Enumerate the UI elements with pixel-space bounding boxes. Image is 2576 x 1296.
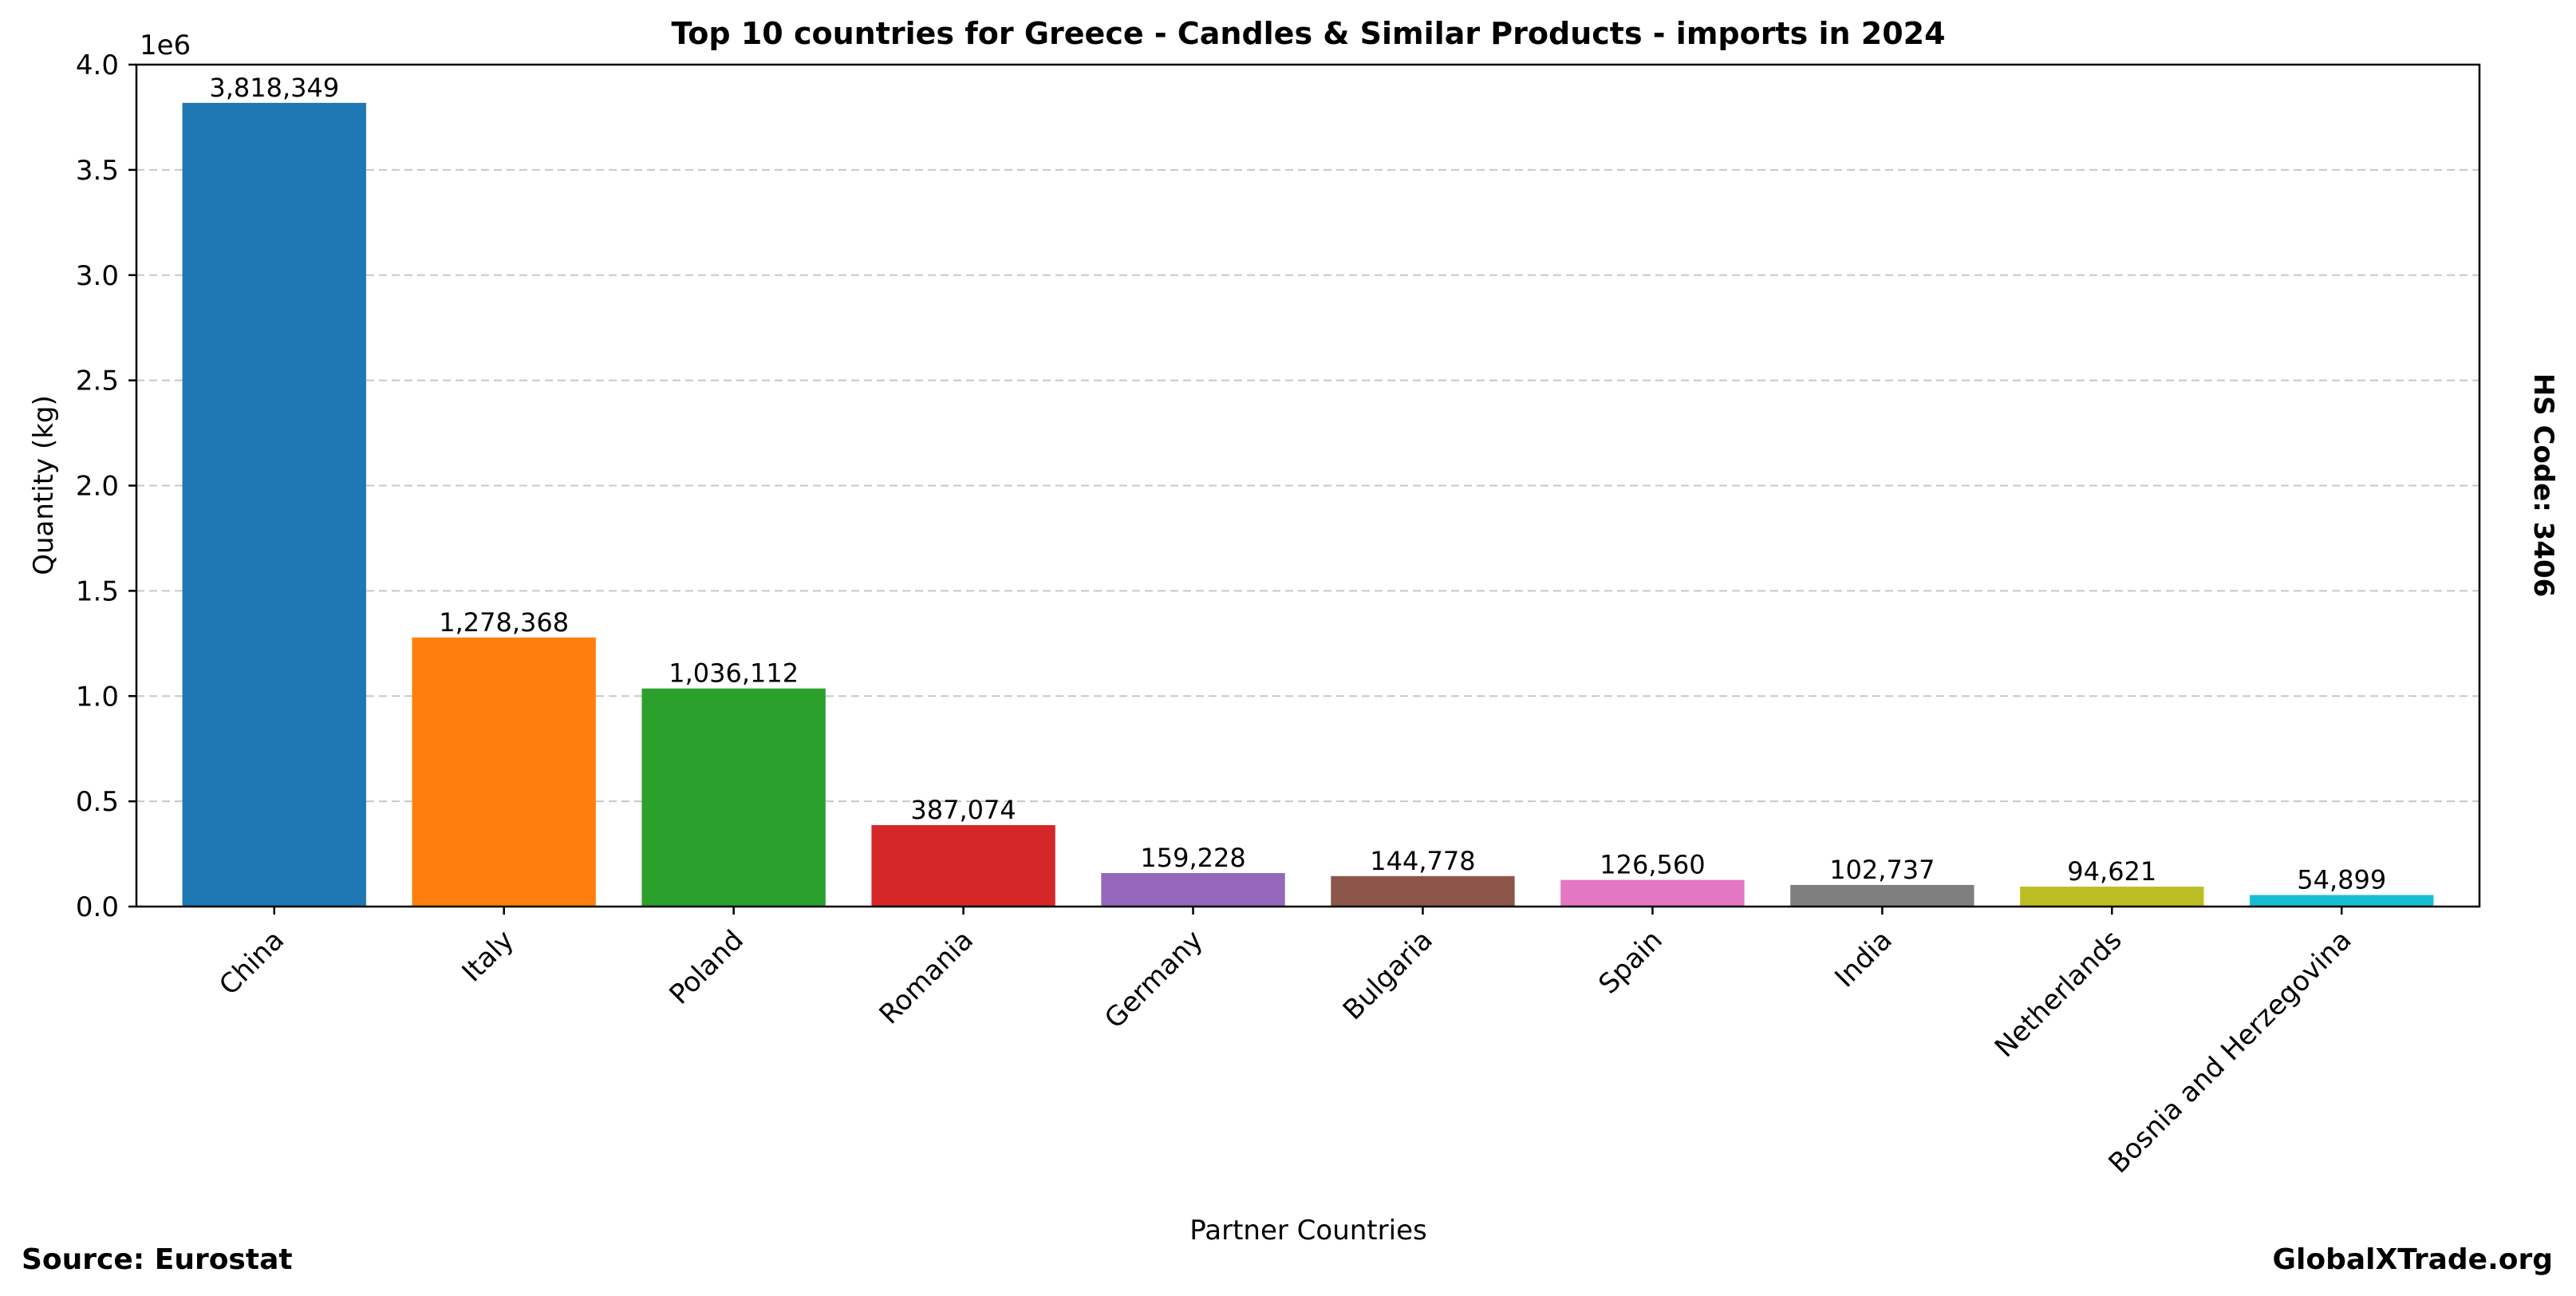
bar-value-label: 1,278,368 bbox=[439, 607, 569, 638]
y-tick-label: 1.0 bbox=[76, 681, 119, 713]
x-axis-label: Partner Countries bbox=[1189, 1215, 1426, 1247]
y-tick-label: 1.5 bbox=[76, 575, 119, 607]
bar-germany bbox=[1101, 873, 1285, 907]
bar-netherlands bbox=[2020, 887, 2204, 907]
bars bbox=[182, 102, 2434, 907]
source-annotation: Source: Eurostat bbox=[22, 1243, 293, 1276]
bar-value-label: 94,621 bbox=[2067, 856, 2156, 887]
y-tick-label: 3.5 bbox=[76, 155, 119, 187]
bar-value-label: 126,560 bbox=[1600, 850, 1705, 880]
bar-value-label: 144,778 bbox=[1370, 846, 1475, 876]
bar-value-label: 159,228 bbox=[1140, 843, 1245, 873]
bar-india bbox=[1790, 884, 1974, 907]
bar-value-label: 387,074 bbox=[910, 795, 1016, 825]
y-axis-ticks: 0.0 0.5 1.0 1.5 2.0 2.5 3.0 3.5 4.0 bbox=[76, 49, 136, 923]
y-axis-multiplier: 1e6 bbox=[140, 30, 191, 61]
bar-bosnia-and-herzegovina bbox=[2250, 895, 2434, 907]
bar-value-label: 54,899 bbox=[2297, 865, 2386, 895]
hs-code-annotation: HS Code: 3406 bbox=[2527, 373, 2559, 598]
y-axis-label: Quantity (kg) bbox=[28, 395, 60, 575]
chart-title: Top 10 countries for Greece - Candles & … bbox=[671, 16, 1945, 51]
y-tick-label: 0.0 bbox=[76, 891, 119, 923]
brand-annotation: GlobalXTrade.org bbox=[2272, 1243, 2553, 1276]
bar-bulgaria bbox=[1331, 875, 1515, 907]
bar-italy bbox=[412, 637, 596, 907]
y-tick-label: 0.5 bbox=[76, 786, 119, 818]
bar-romania bbox=[871, 824, 1055, 907]
y-tick-label: 4.0 bbox=[76, 49, 119, 81]
y-tick-label: 2.5 bbox=[76, 365, 119, 397]
bar-value-label: 3,818,349 bbox=[209, 73, 339, 103]
y-tick-label: 3.0 bbox=[76, 260, 119, 292]
bar-spain bbox=[1560, 879, 1745, 907]
bar-china bbox=[182, 102, 366, 907]
y-tick-label: 2.0 bbox=[76, 471, 119, 503]
bar-value-label: 1,036,112 bbox=[669, 658, 799, 689]
bar-poland bbox=[641, 688, 826, 907]
value-labels: 3,818,349 1,278,368 1,036,112 387,074 159,22… bbox=[209, 73, 2386, 895]
bar-value-label: 102,737 bbox=[1829, 855, 1935, 885]
